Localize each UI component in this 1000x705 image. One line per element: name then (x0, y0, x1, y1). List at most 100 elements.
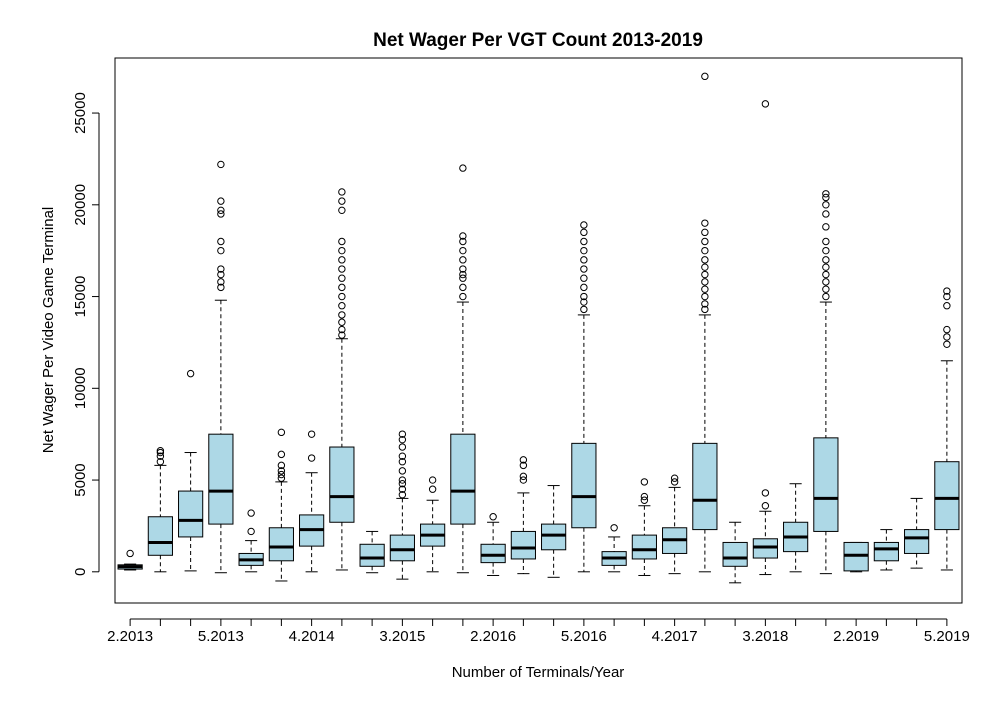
outlier-point (217, 265, 225, 273)
outlier-point (822, 278, 830, 286)
outlier-point (701, 219, 709, 227)
outlier-point (459, 164, 467, 172)
outlier-point (580, 298, 588, 306)
outlier-point (701, 285, 709, 293)
box-iqr (208, 433, 234, 525)
box-24 (813, 190, 839, 575)
box-iqr (329, 446, 355, 523)
outlier-point (459, 246, 467, 255)
outlier-point (217, 283, 225, 292)
box-20 (692, 72, 718, 573)
box-iqr (571, 442, 597, 529)
boxes-group (117, 72, 960, 584)
outlier-point (822, 270, 830, 279)
box-11 (420, 476, 446, 573)
box-27 (904, 497, 930, 569)
x-axis-label: Number of Terminals/Year (452, 664, 625, 681)
outlier-point (701, 300, 709, 308)
outlier-point (943, 325, 951, 334)
box-5 (238, 509, 264, 573)
box-19 (662, 474, 688, 575)
box-iqr (359, 543, 385, 567)
outlier-point (580, 292, 588, 301)
outlier-point (217, 270, 225, 279)
outlier-point (398, 435, 407, 444)
outlier-point (459, 256, 467, 264)
outlier-point (217, 246, 225, 255)
chart-title: Net Wager Per VGT Count 2013-2019 (373, 30, 703, 51)
outlier-point (277, 461, 286, 470)
outlier-point (338, 311, 346, 319)
box-iqr (813, 437, 839, 532)
box-23 (783, 483, 809, 573)
outlier-point (519, 476, 528, 484)
outlier-point (822, 246, 830, 255)
outlier-point (822, 292, 830, 301)
outlier-point (701, 270, 709, 279)
outlier-point (822, 237, 830, 246)
box-6 (268, 428, 294, 582)
outlier-point (943, 287, 951, 295)
outlier-point (398, 485, 407, 493)
outlier-point (398, 480, 407, 488)
box-12 (450, 164, 476, 574)
outlier-point (338, 318, 346, 326)
outlier-point (943, 333, 951, 341)
box-14 (510, 456, 536, 575)
outlier-point (247, 509, 255, 517)
box-iqr (722, 541, 748, 567)
outlier-point (459, 232, 467, 240)
outlier-point (459, 274, 467, 282)
box-18 (631, 478, 657, 576)
x-tick-label: 5.2019 (924, 628, 970, 645)
y-axis-label: Net Wager Per Video Game Terminal (40, 207, 57, 454)
outlier-point (277, 450, 286, 459)
outlier-point (428, 476, 437, 484)
outlier-point (459, 265, 467, 273)
box-iqr (147, 516, 173, 556)
y-tick-label: 5000 (72, 463, 89, 496)
y-tick-label: 20000 (72, 184, 89, 226)
y-tick-label: 15000 (72, 276, 89, 318)
box-iqr (692, 442, 718, 531)
outlier-point (701, 292, 709, 301)
outlier-point (580, 274, 588, 282)
box-13 (480, 513, 506, 576)
y-tick-label: 25000 (72, 92, 89, 134)
outlier-point (156, 452, 165, 460)
box-iqr (480, 543, 506, 564)
x-tick-label: 3.2015 (379, 628, 425, 645)
outlier-point (338, 292, 346, 301)
y-axis: 0 5000 10000 15000 20000 25000 (72, 92, 100, 576)
outlier-point (580, 228, 588, 237)
outlier-point (338, 237, 346, 246)
outlier-point (822, 201, 830, 209)
outlier-point (610, 524, 618, 532)
outlier-point (338, 283, 346, 292)
y-tick-label: 10000 (72, 367, 89, 409)
outlier-point (217, 210, 225, 218)
outlier-point (822, 223, 830, 231)
box-17 (601, 524, 627, 573)
outlier-point (761, 502, 770, 510)
outlier-point (822, 210, 830, 218)
x-tick-label: 3.2018 (742, 628, 788, 645)
outlier-point (247, 527, 255, 536)
box-iqr (934, 461, 960, 531)
outlier-point (701, 278, 709, 286)
outlier-point (761, 100, 770, 108)
outlier-point (670, 474, 679, 482)
outlier-point (156, 446, 165, 455)
box-4 (208, 160, 234, 574)
outlier-point (338, 331, 346, 339)
outlier-point (398, 491, 407, 499)
outlier-point (822, 190, 830, 198)
outlier-point (126, 549, 134, 558)
outlier-point (701, 72, 709, 81)
outlier-point (217, 160, 225, 169)
box-15 (541, 485, 567, 578)
outlier-point (338, 302, 346, 310)
box-21 (722, 521, 748, 584)
outlier-point (580, 305, 588, 314)
